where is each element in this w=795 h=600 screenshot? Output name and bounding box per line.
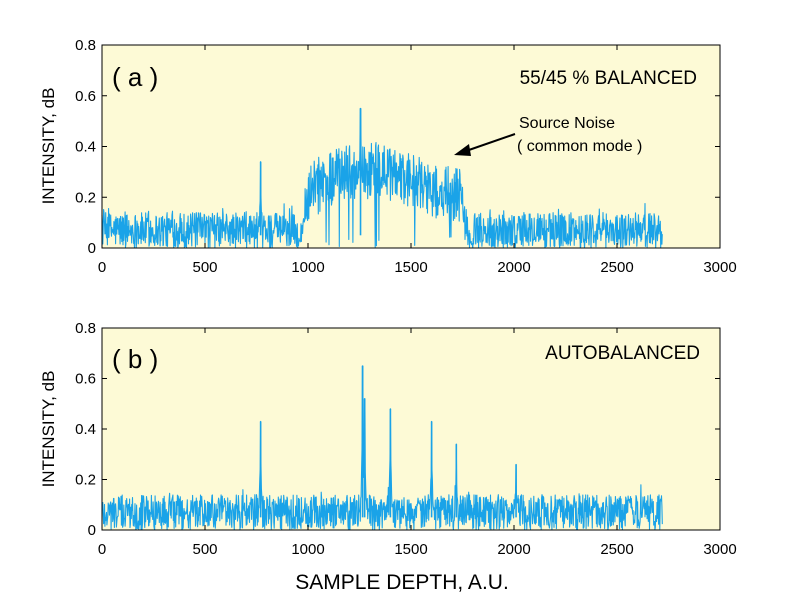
x-tick-label: 2500 (600, 541, 633, 558)
y-tick-label: 0 (88, 240, 96, 257)
x-tick-label: 2000 (497, 259, 530, 276)
y-tick-label: 0.8 (75, 320, 96, 337)
panel-a-title: 55/45 % BALANCED (520, 68, 697, 89)
panel-b-trace (101, 365, 663, 531)
x-tick-label: 1000 (291, 541, 324, 558)
panel-b-ylabel: INTENSITY, dB (39, 371, 58, 488)
y-tick-label: 0.2 (75, 189, 96, 206)
x-tick-label: 3000 (703, 259, 736, 276)
x-tick-label: 1500 (394, 541, 427, 558)
x-tick-label: 1000 (291, 259, 324, 276)
y-tick-label: 0.2 (75, 472, 96, 489)
panel-a-intensity-series (101, 107, 663, 249)
x-tick-label: 1500 (394, 259, 427, 276)
callout-arrow (454, 133, 516, 156)
y-tick-label: 0.6 (75, 371, 96, 388)
x-tick-label: 0 (98, 541, 106, 558)
panel-b-label: ( b ) (112, 344, 158, 374)
panel-a-trace (101, 107, 663, 249)
x-tick-label: 500 (192, 541, 217, 558)
x-tick-label: 500 (192, 259, 217, 276)
panel-b-plot-area (101, 327, 721, 531)
panel-b-ticks: 0 500 1000 1500 2000 2500 3000 0 0.2 0.4 0.6 0.8 (75, 320, 737, 558)
panel-b: 0 500 1000 1500 2000 2500 3000 0 0.2 0.4 0.6 0.8 IN… (39, 320, 737, 558)
x-tick-label: 0 (98, 259, 106, 276)
y-tick-label: 0.4 (75, 421, 96, 438)
panel-b-title: AUTOBALANCED (545, 343, 700, 364)
x-tick-label: 3000 (703, 541, 736, 558)
x-tick-label: 2000 (497, 541, 530, 558)
y-tick-label: 0.6 (75, 88, 96, 105)
callout-line-1: Source Noise (519, 115, 615, 132)
callout-line-2: ( common mode ) (517, 138, 642, 155)
y-tick-label: 0.4 (75, 139, 96, 156)
panel-a: 0 500 1000 1500 2000 2500 3000 0 0.2 0.4 0.6 0.8 IN… (39, 37, 737, 276)
panel-b-intensity-series (101, 365, 663, 531)
panel-a-plot-area (101, 44, 721, 249)
x-tick-label: 2500 (600, 259, 633, 276)
x-axis-label: SAMPLE DEPTH, A.U. (295, 571, 509, 594)
panel-a-label: ( a ) (112, 62, 158, 92)
y-tick-label: 0.8 (75, 37, 96, 54)
y-tick-label: 0 (88, 522, 96, 539)
panel-a-ticks: 0 500 1000 1500 2000 2500 3000 0 0.2 0.4 0.6 0.8 (75, 37, 737, 276)
panel-a-ylabel: INTENSITY, dB (39, 88, 58, 205)
